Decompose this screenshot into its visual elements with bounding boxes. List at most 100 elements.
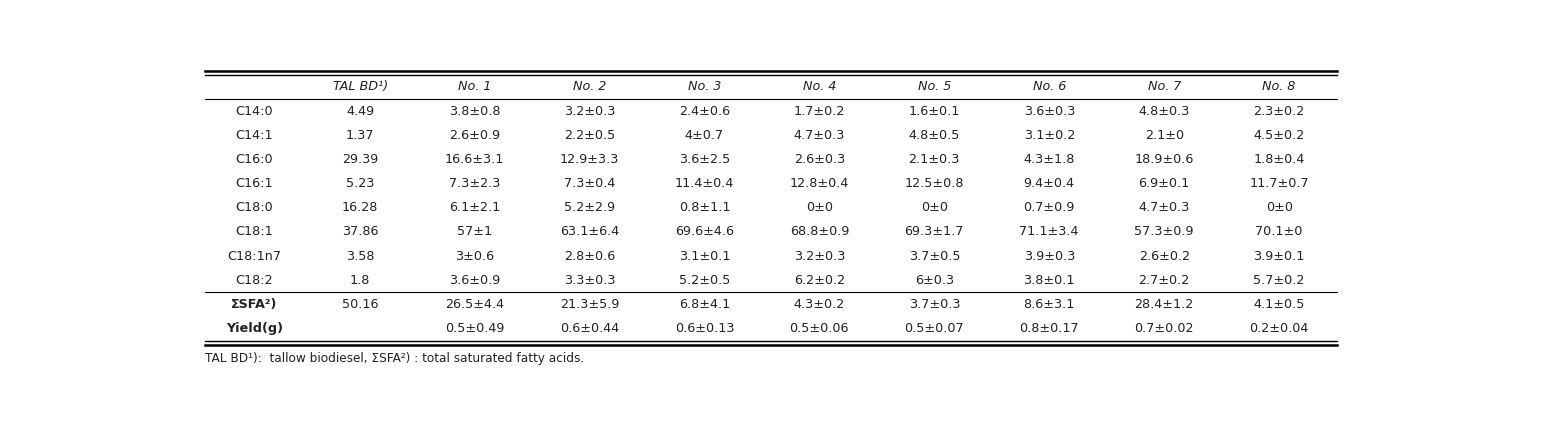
Text: 1.8: 1.8 <box>351 274 371 287</box>
Text: ΣSFA²): ΣSFA²) <box>232 298 278 311</box>
Text: 2.4±0.6: 2.4±0.6 <box>678 104 729 117</box>
Text: 0.7±0.9: 0.7±0.9 <box>1023 201 1075 214</box>
Text: No. 1: No. 1 <box>457 80 491 93</box>
Text: 2.8±0.6: 2.8±0.6 <box>564 249 615 263</box>
Text: 6.2±0.2: 6.2±0.2 <box>794 274 845 287</box>
Text: 16.28: 16.28 <box>341 201 379 214</box>
Text: 6.9±0.1: 6.9±0.1 <box>1139 177 1190 190</box>
Text: 3.7±0.3: 3.7±0.3 <box>908 298 959 311</box>
Text: 1.7±0.2: 1.7±0.2 <box>794 104 845 117</box>
Text: 4.1±0.5: 4.1±0.5 <box>1253 298 1306 311</box>
Text: 57.3±0.9: 57.3±0.9 <box>1134 225 1194 238</box>
Text: C14:0: C14:0 <box>235 104 273 117</box>
Text: 7.3±2.3: 7.3±2.3 <box>448 177 501 190</box>
Text: 0.8±0.17: 0.8±0.17 <box>1020 322 1078 335</box>
Text: 12.5±0.8: 12.5±0.8 <box>904 177 964 190</box>
Text: 8.6±3.1: 8.6±3.1 <box>1023 298 1075 311</box>
Text: 3.7±0.5: 3.7±0.5 <box>908 249 959 263</box>
Text: 3.58: 3.58 <box>346 249 374 263</box>
Text: 69.3±1.7: 69.3±1.7 <box>905 225 964 238</box>
Text: 6.8±4.1: 6.8±4.1 <box>678 298 731 311</box>
Text: TAL BD¹):  tallow biodiesel, ΣSFA²) : total saturated fatty acids.: TAL BD¹): tallow biodiesel, ΣSFA²) : tot… <box>205 352 584 365</box>
Text: C14:1: C14:1 <box>235 129 273 142</box>
Text: 0.5±0.07: 0.5±0.07 <box>904 322 964 335</box>
Text: No. 7: No. 7 <box>1148 80 1180 93</box>
Text: No. 5: No. 5 <box>918 80 952 93</box>
Text: No. 3: No. 3 <box>688 80 722 93</box>
Text: 0.7±0.02: 0.7±0.02 <box>1134 322 1194 335</box>
Text: 4.7±0.3: 4.7±0.3 <box>1139 201 1190 214</box>
Text: 4.7±0.3: 4.7±0.3 <box>794 129 845 142</box>
Text: Yield(g): Yield(g) <box>226 322 283 335</box>
Text: 4.49: 4.49 <box>346 104 374 117</box>
Text: 6±0.3: 6±0.3 <box>915 274 953 287</box>
Text: 3.2±0.3: 3.2±0.3 <box>564 104 615 117</box>
Text: 3±0.6: 3±0.6 <box>454 249 494 263</box>
Text: 29.39: 29.39 <box>341 153 379 166</box>
Text: 2.1±0: 2.1±0 <box>1145 129 1183 142</box>
Text: 37.86: 37.86 <box>341 225 379 238</box>
Text: TAL BD¹): TAL BD¹) <box>332 80 388 93</box>
Text: No. 2: No. 2 <box>573 80 606 93</box>
Text: 71.1±3.4: 71.1±3.4 <box>1020 225 1078 238</box>
Text: 3.9±0.3: 3.9±0.3 <box>1023 249 1075 263</box>
Text: 3.6±2.5: 3.6±2.5 <box>678 153 731 166</box>
Text: 9.4±0.4: 9.4±0.4 <box>1024 177 1075 190</box>
Text: 4.8±0.5: 4.8±0.5 <box>908 129 959 142</box>
Text: 4.5±0.2: 4.5±0.2 <box>1253 129 1306 142</box>
Text: 0.5±0.49: 0.5±0.49 <box>445 322 504 335</box>
Text: 50.16: 50.16 <box>341 298 379 311</box>
Text: 5.7±0.2: 5.7±0.2 <box>1253 274 1306 287</box>
Text: C18:0: C18:0 <box>235 201 273 214</box>
Text: 2.1±0.3: 2.1±0.3 <box>908 153 959 166</box>
Text: 69.6±4.6: 69.6±4.6 <box>675 225 734 238</box>
Text: 2.6±0.9: 2.6±0.9 <box>450 129 501 142</box>
Text: 4.8±0.3: 4.8±0.3 <box>1139 104 1190 117</box>
Text: 2.7±0.2: 2.7±0.2 <box>1139 274 1190 287</box>
Text: 0.6±0.44: 0.6±0.44 <box>559 322 620 335</box>
Text: 0.5±0.06: 0.5±0.06 <box>789 322 850 335</box>
Text: 26.5±4.4: 26.5±4.4 <box>445 298 504 311</box>
Text: 2.3±0.2: 2.3±0.2 <box>1253 104 1306 117</box>
Text: 63.1±6.4: 63.1±6.4 <box>559 225 620 238</box>
Text: 16.6±3.1: 16.6±3.1 <box>445 153 504 166</box>
Text: 7.3±0.4: 7.3±0.4 <box>564 177 615 190</box>
Text: C18:1n7: C18:1n7 <box>227 249 281 263</box>
Text: 3.2±0.3: 3.2±0.3 <box>794 249 845 263</box>
Text: No. 8: No. 8 <box>1262 80 1296 93</box>
Text: 68.8±0.9: 68.8±0.9 <box>789 225 850 238</box>
Text: 11.4±0.4: 11.4±0.4 <box>675 177 734 190</box>
Text: 3.8±0.1: 3.8±0.1 <box>1023 274 1075 287</box>
Text: C16:1: C16:1 <box>235 177 273 190</box>
Text: 0±0: 0±0 <box>921 201 947 214</box>
Text: 2.6±0.2: 2.6±0.2 <box>1139 249 1190 263</box>
Text: 57±1: 57±1 <box>457 225 491 238</box>
Text: 5.23: 5.23 <box>346 177 374 190</box>
Text: 2.2±0.5: 2.2±0.5 <box>564 129 615 142</box>
Text: 3.6±0.3: 3.6±0.3 <box>1023 104 1075 117</box>
Text: 3.8±0.8: 3.8±0.8 <box>448 104 501 117</box>
Text: 2.6±0.3: 2.6±0.3 <box>794 153 845 166</box>
Text: 3.1±0.1: 3.1±0.1 <box>678 249 731 263</box>
Text: 0±0: 0±0 <box>806 201 833 214</box>
Text: No. 6: No. 6 <box>1032 80 1066 93</box>
Text: 21.3±5.9: 21.3±5.9 <box>559 298 620 311</box>
Text: 28.4±1.2: 28.4±1.2 <box>1134 298 1194 311</box>
Text: 5.2±0.5: 5.2±0.5 <box>678 274 731 287</box>
Text: C18:1: C18:1 <box>235 225 273 238</box>
Text: 0.8±1.1: 0.8±1.1 <box>678 201 731 214</box>
Text: C16:0: C16:0 <box>235 153 273 166</box>
Text: 0.2±0.04: 0.2±0.04 <box>1250 322 1309 335</box>
Text: 5.2±2.9: 5.2±2.9 <box>564 201 615 214</box>
Text: C18:2: C18:2 <box>235 274 273 287</box>
Text: 3.1±0.2: 3.1±0.2 <box>1023 129 1075 142</box>
Text: 11.7±0.7: 11.7±0.7 <box>1250 177 1309 190</box>
Text: 18.9±0.6: 18.9±0.6 <box>1134 153 1194 166</box>
Text: 6.1±2.1: 6.1±2.1 <box>450 201 501 214</box>
Text: No. 4: No. 4 <box>803 80 836 93</box>
Text: 3.3±0.3: 3.3±0.3 <box>564 274 615 287</box>
Text: 4.3±1.8: 4.3±1.8 <box>1023 153 1075 166</box>
Text: 0±0: 0±0 <box>1265 201 1293 214</box>
Text: 4±0.7: 4±0.7 <box>684 129 725 142</box>
Text: 4.3±0.2: 4.3±0.2 <box>794 298 845 311</box>
